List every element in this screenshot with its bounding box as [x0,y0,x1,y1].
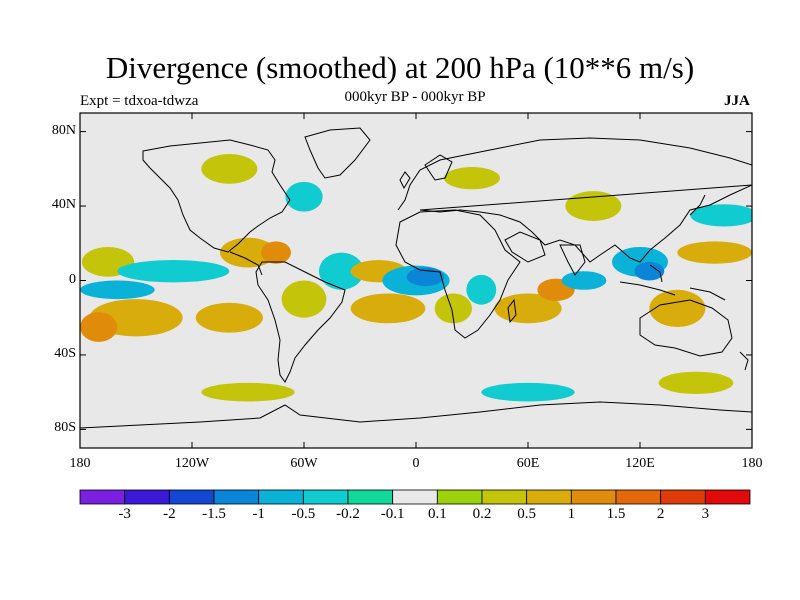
divergence-region-23 [690,204,752,227]
map-title: Divergence (smoothed) at 200 hPa (10**6 … [105,50,695,85]
colorbar-label-7: 0.1 [427,506,447,522]
lon-label-3: 0 [412,456,420,471]
lat-label-2: 0 [69,271,76,287]
colorbar-label-2: -1.5 [202,506,226,522]
colorbar-box-3 [213,489,260,505]
colorbar-label-10: 1 [567,506,576,522]
divergence-regions [80,153,752,402]
divergence-region-28 [201,382,295,402]
colorbar-box-13 [660,489,706,505]
axis-ticks [79,113,753,448]
experiment-label: Expt = tdxoa-tdwza [80,93,199,109]
divergence-region-30 [658,371,734,395]
coastlines [80,127,752,429]
divergence-region-11 [350,293,426,324]
divergence-region-7 [261,241,291,264]
lon-label-5: 120E [625,456,655,471]
divergence-region-2 [80,312,118,342]
colorbar-label-0: -3 [118,506,131,522]
colorbar-label-4: -0.5 [291,506,316,522]
colorbar-box-9 [481,489,528,505]
lon-label-2: 60W [290,456,318,471]
colorbar-label-12: 2 [656,506,665,522]
colorbar-label-8: 0.2 [472,506,492,522]
colorbar-box-12 [615,489,662,505]
lat-label-0: 80N [51,122,76,138]
divergence-region-26 [285,181,323,212]
divergence-region-29 [481,382,575,402]
colorbar-box-6 [347,489,394,505]
divergence-region-8 [281,280,327,318]
divergence-region-24 [565,191,622,221]
colorbar-box-1 [124,489,170,505]
colorbar-box-8 [436,489,483,505]
colorbar-box-0 [79,489,126,505]
colorbar-box-11 [570,489,617,505]
colorbar-box-4 [258,489,304,505]
colorbar-label-3: -1 [252,506,265,522]
divergence-region-5 [195,302,263,333]
divergence-region-4 [80,280,155,300]
colorbar-label-13: 3 [701,506,710,522]
colorbar-box-2 [168,489,215,505]
divergence-region-14 [434,293,473,324]
divergence-region-22 [677,241,752,264]
lon-label-1: 120W [174,456,210,471]
colorbar-box-10 [526,489,572,505]
divergence-region-27 [444,166,500,190]
map-subtitle: 000kyr BP - 000kyr BP [344,89,486,105]
colorbar-label-1: -2 [163,506,176,522]
divergence-region-21 [649,289,706,328]
colorbar-box-14 [704,489,751,505]
divergence-region-20 [634,261,665,281]
colorbar-label-6: -0.1 [380,506,405,522]
divergence-region-15 [466,274,497,305]
divergence-region-18 [561,271,607,290]
colorbar-label-5: -0.2 [336,506,360,522]
divergence-region-13 [406,267,445,287]
lon-label-4: 60E [516,456,540,471]
colorbar-label-9: 0.5 [517,506,537,522]
colorbar-box-5 [302,489,349,505]
lon-label-0: 180 [69,456,91,471]
divergence-region-25 [201,153,258,184]
colorbar-label-11: 1.5 [606,506,626,522]
lon-label-6: 180 [741,456,763,471]
season-label: JJA [724,93,750,109]
lat-label-4: 80S [54,420,76,436]
divergence-region-16 [494,293,562,324]
divergence-region-9 [318,252,364,290]
lat-label-1: 40N [51,197,76,213]
divergence-region-6 [220,237,276,268]
colorbar [79,489,751,505]
lat-label-3: 40S [54,345,76,361]
divergence-region-3 [117,260,230,283]
colorbar-box-7 [392,489,438,505]
